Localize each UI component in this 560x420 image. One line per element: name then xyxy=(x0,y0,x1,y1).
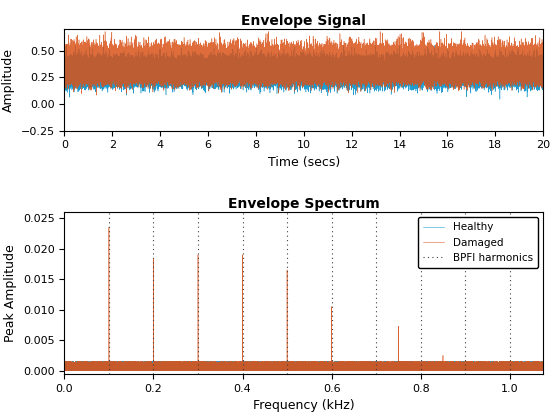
Title: Envelope Signal: Envelope Signal xyxy=(241,14,366,28)
Y-axis label: Peak Amplitude: Peak Amplitude xyxy=(4,244,17,342)
Healthy xyxy=(63,43,70,48)
Healthy xyxy=(517,59,524,64)
Healthy xyxy=(72,66,79,71)
Damaged xyxy=(72,65,79,70)
Damaged xyxy=(94,93,100,98)
Healthy xyxy=(313,68,320,73)
Damaged xyxy=(540,368,547,373)
Healthy xyxy=(540,364,547,369)
Line: Healthy: Healthy xyxy=(64,362,543,371)
X-axis label: Time (secs): Time (secs) xyxy=(268,156,340,169)
Line: Healthy: Healthy xyxy=(64,45,543,99)
Damaged xyxy=(313,69,320,74)
Healthy xyxy=(540,71,547,76)
Title: Envelope Spectrum: Envelope Spectrum xyxy=(228,197,380,211)
Healthy xyxy=(244,364,251,369)
Healthy xyxy=(321,367,328,372)
Healthy xyxy=(497,97,503,102)
Damaged xyxy=(61,367,68,372)
Damaged xyxy=(61,49,68,54)
Damaged xyxy=(192,368,199,373)
Legend: Healthy, Damaged, BPFI harmonics: Healthy, Damaged, BPFI harmonics xyxy=(418,217,538,268)
Healthy xyxy=(417,366,423,371)
Healthy xyxy=(61,57,68,62)
Healthy xyxy=(61,368,68,373)
Healthy xyxy=(62,359,68,364)
Damaged xyxy=(321,360,328,365)
Healthy xyxy=(94,364,100,369)
Healthy xyxy=(120,72,127,77)
Damaged xyxy=(349,366,356,371)
Healthy xyxy=(495,68,502,74)
Damaged xyxy=(176,367,183,372)
Damaged xyxy=(417,365,423,370)
Damaged xyxy=(106,225,113,230)
Y-axis label: Amplitude: Amplitude xyxy=(2,48,15,112)
Damaged xyxy=(517,50,524,55)
Damaged xyxy=(495,49,502,54)
Line: Damaged: Damaged xyxy=(64,227,543,371)
Healthy xyxy=(349,367,356,372)
X-axis label: Frequency (kHz): Frequency (kHz) xyxy=(253,399,354,412)
Healthy xyxy=(405,368,412,373)
Line: Damaged: Damaged xyxy=(64,32,543,95)
Damaged xyxy=(244,363,251,368)
Damaged xyxy=(366,57,373,62)
Healthy xyxy=(366,72,373,77)
Damaged xyxy=(540,76,547,81)
Damaged xyxy=(102,29,109,34)
Damaged xyxy=(94,361,100,366)
Damaged xyxy=(120,64,127,69)
Healthy xyxy=(176,365,183,370)
